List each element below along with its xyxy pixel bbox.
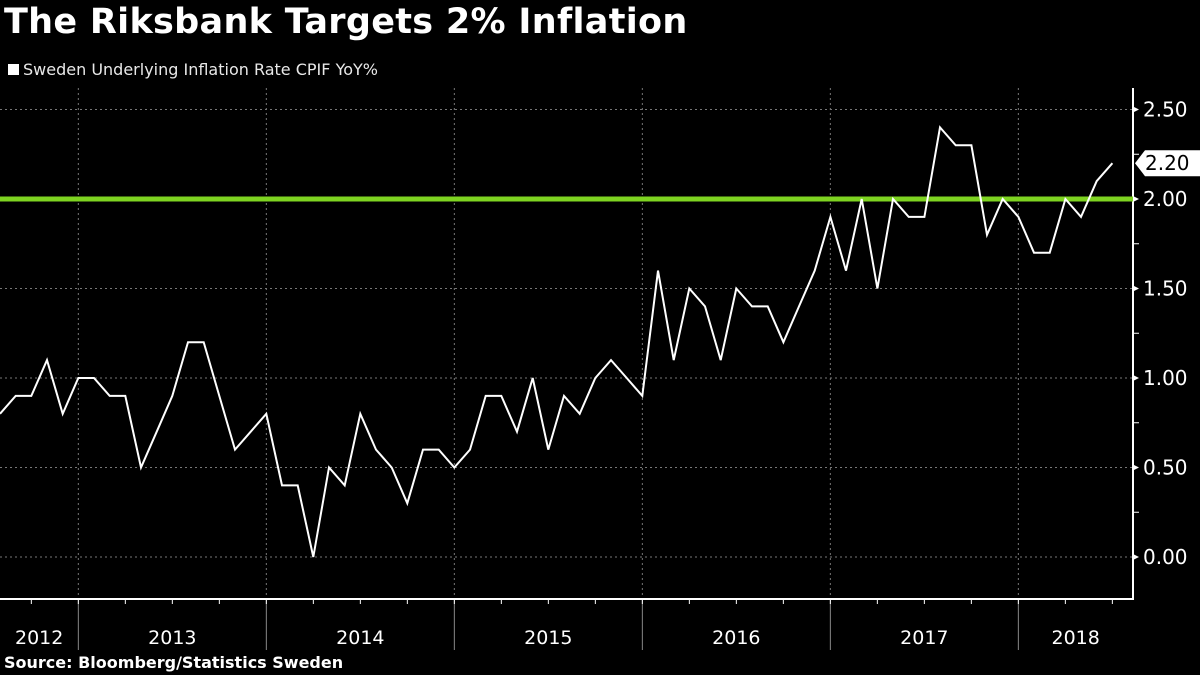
x-tick-label: 2015 xyxy=(524,627,572,649)
y-axis-labels: 0.00 0.50 1.00 1.50 2.00 2.50 xyxy=(1143,98,1188,570)
series-line xyxy=(0,125,1114,558)
gridlines xyxy=(0,88,1133,599)
x-axis-labels: 2012 2013 2014 2015 2016 2017 2018 xyxy=(15,627,1100,649)
legend-swatch-icon xyxy=(8,64,19,75)
x-tick-label: 2017 xyxy=(900,627,948,649)
last-value-label: 2.20 xyxy=(1135,150,1200,177)
last-value-text: 2.20 xyxy=(1145,151,1190,175)
y-tick-label: 0.00 xyxy=(1143,545,1188,569)
legend-label: Sweden Underlying Inflation Rate CPIF Yo… xyxy=(23,60,378,79)
x-tick-label: 2018 xyxy=(1051,627,1099,649)
axes xyxy=(0,88,1139,650)
x-tick-label: 2016 xyxy=(712,627,760,649)
x-tick-label: 2012 xyxy=(15,627,63,649)
chart-title: The Riksbank Targets 2% Inflation xyxy=(4,2,688,42)
y-tick-label: 2.00 xyxy=(1143,187,1188,211)
x-tick-label: 2014 xyxy=(336,627,384,649)
y-tick-label: 2.50 xyxy=(1143,98,1188,122)
y-tick-label: 1.50 xyxy=(1143,277,1188,301)
source-note: Source: Bloomberg/Statistics Sweden xyxy=(4,653,344,672)
y-tick-label: 1.00 xyxy=(1143,366,1188,390)
y-tick-label: 0.50 xyxy=(1143,456,1188,480)
legend: Sweden Underlying Inflation Rate CPIF Yo… xyxy=(8,60,378,79)
x-tick-label: 2013 xyxy=(148,627,196,649)
